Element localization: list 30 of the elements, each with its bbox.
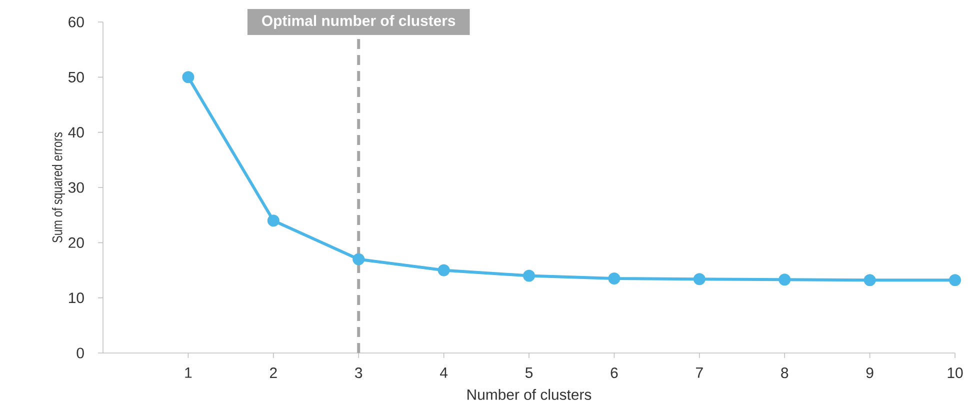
point [864, 274, 876, 286]
point [267, 214, 280, 227]
y-tick-label: 50 [68, 72, 84, 82]
x-tick-label: 1 [185, 368, 192, 378]
x-tick-label: 5 [525, 368, 533, 378]
x-tick-label: 7 [696, 368, 703, 378]
point [438, 264, 450, 276]
y-tick-label: 10 [69, 292, 84, 304]
x-tick-label: 2 [270, 368, 277, 378]
x-tick-label: 10 [948, 368, 963, 378]
point [523, 270, 536, 282]
x-tick-label: 6 [610, 368, 618, 378]
y-axis-title: Sum of squared errors [52, 132, 66, 243]
y-tick-label: 40 [68, 127, 84, 138]
point [949, 274, 962, 286]
point [778, 274, 791, 286]
ref-line-label: Optimal number of clusters [262, 15, 456, 29]
x-tick-label: 8 [781, 368, 788, 378]
y-tick-label: 30 [68, 182, 84, 193]
point [182, 71, 194, 84]
point [352, 253, 365, 266]
y-tick-label: 0 [76, 348, 84, 358]
x-tick-label: 3 [355, 368, 362, 378]
y-tick-label: 20 [68, 237, 84, 248]
x-axis-title: Number of clusters [468, 388, 592, 400]
x-tick-label: 4 [440, 368, 448, 378]
x-tick-label: 9 [866, 368, 874, 378]
point [608, 272, 620, 285]
y-tick-label: 60 [68, 16, 84, 28]
point [693, 273, 706, 286]
